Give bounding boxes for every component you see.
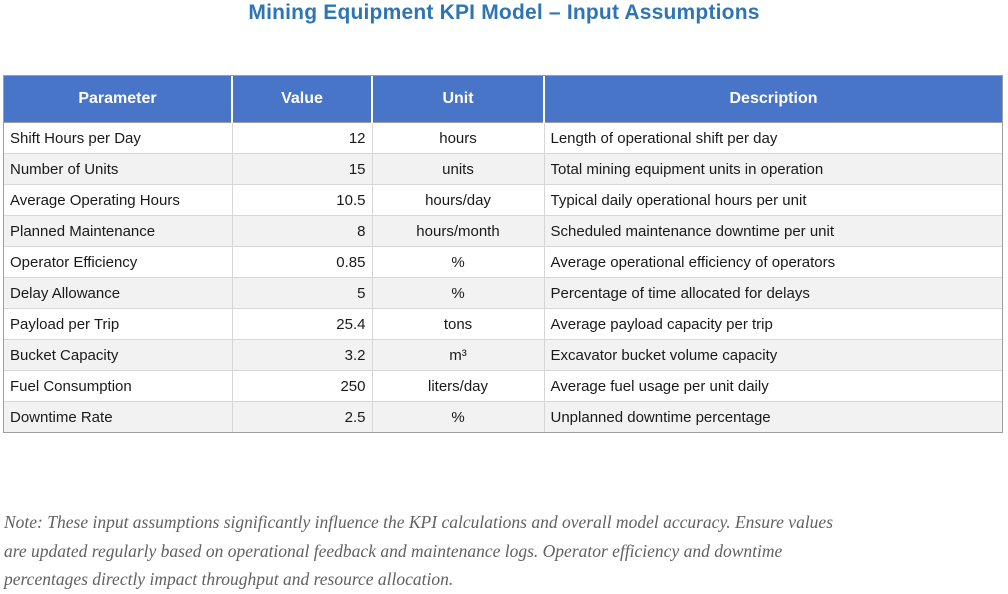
table-row: Bucket Capacity 3.2 m³ Excavator bucket …	[4, 339, 1002, 371]
unit-cell: %	[372, 401, 545, 432]
footnote: Note: These input assumptions significan…	[4, 508, 996, 594]
value-cell: 2.5	[232, 401, 373, 432]
footnote-line: are updated regularly based on operation…	[4, 540, 783, 561]
description-cell: Percentage of time allocated for delays	[544, 277, 1002, 309]
parameter-cell: Operator Efficiency	[4, 246, 233, 278]
parameter-cell: Average Operating Hours	[4, 184, 233, 216]
value-cell: 15	[232, 153, 373, 185]
description-cell: Total mining equipment units in operatio…	[544, 153, 1002, 185]
unit-cell: %	[372, 246, 545, 278]
table-row: Average Operating Hours 10.5 hours/day T…	[4, 184, 1002, 216]
column-header-unit: Unit	[372, 76, 545, 123]
kpi-input-table: Parameter Value Unit Description Shift H…	[4, 76, 1002, 432]
unit-cell: units	[372, 153, 545, 185]
table-row: Payload per Trip 25.4 tons Average paylo…	[4, 308, 1002, 340]
table-row: Downtime Rate 2.5 % Unplanned downtime p…	[4, 401, 1002, 432]
unit-cell: hours/day	[372, 184, 545, 216]
unit-cell: tons	[372, 308, 545, 340]
value-cell: 10.5	[232, 184, 373, 216]
table-row: Number of Units 15 units Total mining eq…	[4, 153, 1002, 185]
parameter-cell: Delay Allowance	[4, 277, 233, 309]
parameter-cell: Number of Units	[4, 153, 233, 185]
value-cell: 5	[232, 277, 373, 309]
value-cell: 3.2	[232, 339, 373, 371]
kpi-input-table-container: Parameter Value Unit Description Shift H…	[3, 75, 1003, 433]
parameter-cell: Downtime Rate	[4, 401, 233, 432]
value-cell: 25.4	[232, 308, 373, 340]
table-row: Operator Efficiency 0.85 % Average opera…	[4, 246, 1002, 278]
parameter-cell: Payload per Trip	[4, 308, 233, 340]
value-cell: 250	[232, 370, 373, 402]
description-cell: Length of operational shift per day	[544, 122, 1002, 154]
description-cell: Typical daily operational hours per unit	[544, 184, 1002, 216]
column-header-value: Value	[232, 76, 373, 123]
description-cell: Average payload capacity per trip	[544, 308, 1002, 340]
table-header: Parameter Value Unit Description	[4, 76, 1002, 123]
description-cell: Unplanned downtime percentage	[544, 401, 1002, 432]
table-row: Planned Maintenance 8 hours/month Schedu…	[4, 215, 1002, 247]
parameter-cell: Shift Hours per Day	[4, 122, 233, 154]
description-cell: Average fuel usage per unit daily	[544, 370, 1002, 402]
table-row: Delay Allowance 5 % Percentage of time a…	[4, 277, 1002, 309]
description-cell: Average operational efficiency of operat…	[544, 246, 1002, 278]
value-cell: 12	[232, 122, 373, 154]
description-cell: Excavator bucket volume capacity	[544, 339, 1002, 371]
table-row: Shift Hours per Day 12 hours Length of o…	[4, 122, 1002, 154]
header-row: Parameter Value Unit Description	[4, 76, 1002, 123]
description-cell: Scheduled maintenance downtime per unit	[544, 215, 1002, 247]
value-cell: 0.85	[232, 246, 373, 278]
unit-cell: m³	[372, 339, 545, 371]
table-row: Fuel Consumption 250 liters/day Average …	[4, 370, 1002, 402]
parameter-cell: Planned Maintenance	[4, 215, 233, 247]
column-header-parameter: Parameter	[4, 76, 233, 123]
value-cell: 8	[232, 215, 373, 247]
table-body: Shift Hours per Day 12 hours Length of o…	[4, 122, 1002, 432]
unit-cell: hours	[372, 122, 545, 154]
page-title: Mining Equipment KPI Model – Input Assum…	[248, 1, 760, 24]
footnote-line: percentages directly impact throughput a…	[4, 569, 454, 589]
unit-cell: hours/month	[372, 215, 545, 247]
unit-cell: liters/day	[372, 370, 545, 402]
parameter-cell: Bucket Capacity	[4, 339, 233, 371]
footnote-line: Note: These input assumptions significan…	[4, 512, 834, 532]
unit-cell: %	[372, 277, 545, 309]
parameter-cell: Fuel Consumption	[4, 370, 233, 402]
column-header-description: Description	[544, 76, 1002, 123]
